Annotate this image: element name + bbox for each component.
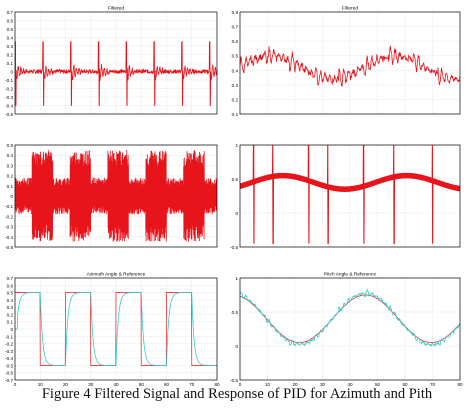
y-tick-label: 0 bbox=[10, 70, 13, 75]
figure-caption: Figure 4 Filtered Signal and Response of… bbox=[41, 386, 433, 402]
y-tick-label: 0.7 bbox=[7, 10, 14, 15]
y-tick-label: 0 bbox=[235, 344, 238, 349]
series-line-1 bbox=[15, 41, 217, 106]
x-tick-label: 30 bbox=[320, 382, 326, 386]
y-tick-label: 0.2 bbox=[7, 312, 14, 317]
y-tick-label: -0.3 bbox=[5, 225, 13, 230]
y-tick-label: 0.4 bbox=[7, 153, 14, 158]
x-tick-label: 20 bbox=[292, 382, 298, 386]
y-tick-label: -0.5 bbox=[5, 363, 13, 368]
y-tick-label: -0.7 bbox=[5, 378, 13, 383]
y-tick-label: 0.2 bbox=[7, 53, 14, 58]
y-tick-label: 0.1 bbox=[7, 320, 14, 325]
series-line-2 bbox=[15, 292, 217, 366]
x-tick-label: 70 bbox=[430, 382, 436, 386]
y-tick-label: 0.1 bbox=[232, 112, 239, 117]
y-tick-label: 0.5 bbox=[7, 143, 14, 148]
y-tick-label: -0.6 bbox=[5, 371, 13, 376]
y-tick-label: 0.7 bbox=[232, 25, 239, 30]
plot-frame bbox=[239, 277, 461, 381]
y-tick-label: -0.1 bbox=[5, 78, 13, 83]
y-tick-label: 0.4 bbox=[7, 298, 14, 303]
y-tick-label: -0.5 bbox=[5, 245, 13, 250]
y-tick-label: -0.4 bbox=[5, 235, 13, 240]
x-tick-label: 80 bbox=[457, 382, 463, 386]
y-tick-label: 0.5 bbox=[232, 54, 239, 59]
plot-frame bbox=[14, 277, 218, 381]
x-tick-label: 0 bbox=[239, 382, 242, 386]
y-tick-label: -0.5 bbox=[230, 245, 238, 250]
x-tick-label: 40 bbox=[113, 382, 119, 386]
y-tick-label: 1 bbox=[235, 276, 238, 281]
x-tick-label: 70 bbox=[189, 382, 195, 386]
y-tick-label: 0.2 bbox=[7, 174, 14, 179]
y-tick-label: -0.2 bbox=[5, 214, 13, 219]
y-tick-label: 0.1 bbox=[7, 61, 14, 66]
series-line-1 bbox=[15, 150, 217, 242]
x-tick-label: 80 bbox=[214, 382, 220, 386]
y-tick-label: -0.5 bbox=[230, 378, 238, 383]
series-line-2 bbox=[240, 288, 460, 347]
y-tick-label: -0.3 bbox=[5, 349, 13, 354]
figure-canvas: 0.7 0.6 0.5 0.4 0.3 0.2 0.1 0 -0.1 -0.2 -0.3 -0.4 -0… bbox=[5, 6, 463, 387]
y-tick-label: -0.2 bbox=[5, 87, 13, 92]
series-line-1 bbox=[240, 45, 460, 87]
x-tick-label: 10 bbox=[38, 382, 44, 386]
plot-frame bbox=[239, 144, 461, 248]
y-tick-label: 0.5 bbox=[232, 310, 239, 315]
y-tick-label: 0.3 bbox=[232, 83, 239, 88]
chart-panel-2: 0.8 0.7 0.6 0.5 0.4 0.3 0.2 0.1 Filtered bbox=[232, 6, 461, 117]
y-tick-label: 0.5 bbox=[7, 27, 14, 32]
y-tick-label: 0.6 bbox=[232, 39, 239, 44]
x-tick-label: 60 bbox=[164, 382, 170, 386]
x-tick-label: 40 bbox=[347, 382, 353, 386]
chart-panel-4: 1 0.5 0 -0.5 bbox=[230, 143, 461, 250]
y-tick-label: -0.1 bbox=[5, 334, 13, 339]
x-tick-label: 20 bbox=[63, 382, 69, 386]
y-tick-label: 0.5 bbox=[7, 291, 14, 296]
y-tick-label: 0.4 bbox=[232, 68, 239, 73]
y-tick-label: 0.3 bbox=[7, 305, 14, 310]
y-tick-label: 0.6 bbox=[7, 19, 14, 24]
y-tick-label: -0.5 bbox=[5, 112, 13, 117]
y-tick-label: -0.1 bbox=[5, 204, 13, 209]
y-tick-label: 0.5 bbox=[232, 177, 239, 182]
y-tick-label: 0.4 bbox=[7, 36, 14, 41]
y-tick-label: 0.3 bbox=[7, 44, 14, 49]
y-tick-label: -0.4 bbox=[5, 104, 13, 109]
y-tick-label: -0.2 bbox=[5, 342, 13, 347]
y-tick-label: 0.8 bbox=[232, 10, 239, 15]
plot-frame bbox=[14, 144, 218, 248]
x-tick-label: 0 bbox=[14, 382, 17, 386]
chart-title: Filtered bbox=[108, 6, 124, 12]
y-tick-label: 0.2 bbox=[232, 97, 239, 102]
chart-panel-1: 0.7 0.6 0.5 0.4 0.3 0.2 0.1 0 -0.1 -0.2 -0.3 -0.4 -0… bbox=[5, 6, 218, 117]
x-tick-label: 10 bbox=[265, 382, 271, 386]
x-tick-label: 60 bbox=[402, 382, 408, 386]
plot-frame bbox=[239, 11, 461, 115]
chart-title: Azimuth Angle & Reference bbox=[87, 272, 146, 278]
x-tick-label: 50 bbox=[375, 382, 381, 386]
y-tick-label: -0.4 bbox=[5, 356, 13, 361]
plot-frame bbox=[14, 11, 218, 115]
chart-panel-3: 0.5 0.4 0.3 0.2 0.1 0 -0.1 -0.2 -0.3 -0.4 -0.5 bbox=[5, 143, 218, 250]
chart-panel-5: 0.7 0.6 0.5 0.4 0.3 0.2 0.1 0 -0.1 -0.2 -0.3 -0.4 -0… bbox=[5, 272, 220, 387]
x-tick-label: 50 bbox=[139, 382, 145, 386]
y-tick-label: 0.7 bbox=[7, 276, 14, 281]
y-tick-label: 0 bbox=[10, 327, 13, 332]
y-tick-label: 0 bbox=[10, 194, 13, 199]
chart-title: Filtered bbox=[342, 6, 358, 12]
y-tick-label: 0.1 bbox=[7, 184, 14, 189]
y-tick-label: 0.6 bbox=[7, 283, 14, 288]
y-tick-label: 0 bbox=[235, 211, 238, 216]
y-tick-label: -0.3 bbox=[5, 95, 13, 100]
series-line-1 bbox=[240, 145, 460, 245]
y-tick-label: 0.3 bbox=[7, 163, 14, 168]
chart-title: Pitch Angle & Reference bbox=[324, 272, 376, 278]
x-tick-label: 30 bbox=[88, 382, 94, 386]
y-tick-label: 1 bbox=[235, 143, 238, 148]
